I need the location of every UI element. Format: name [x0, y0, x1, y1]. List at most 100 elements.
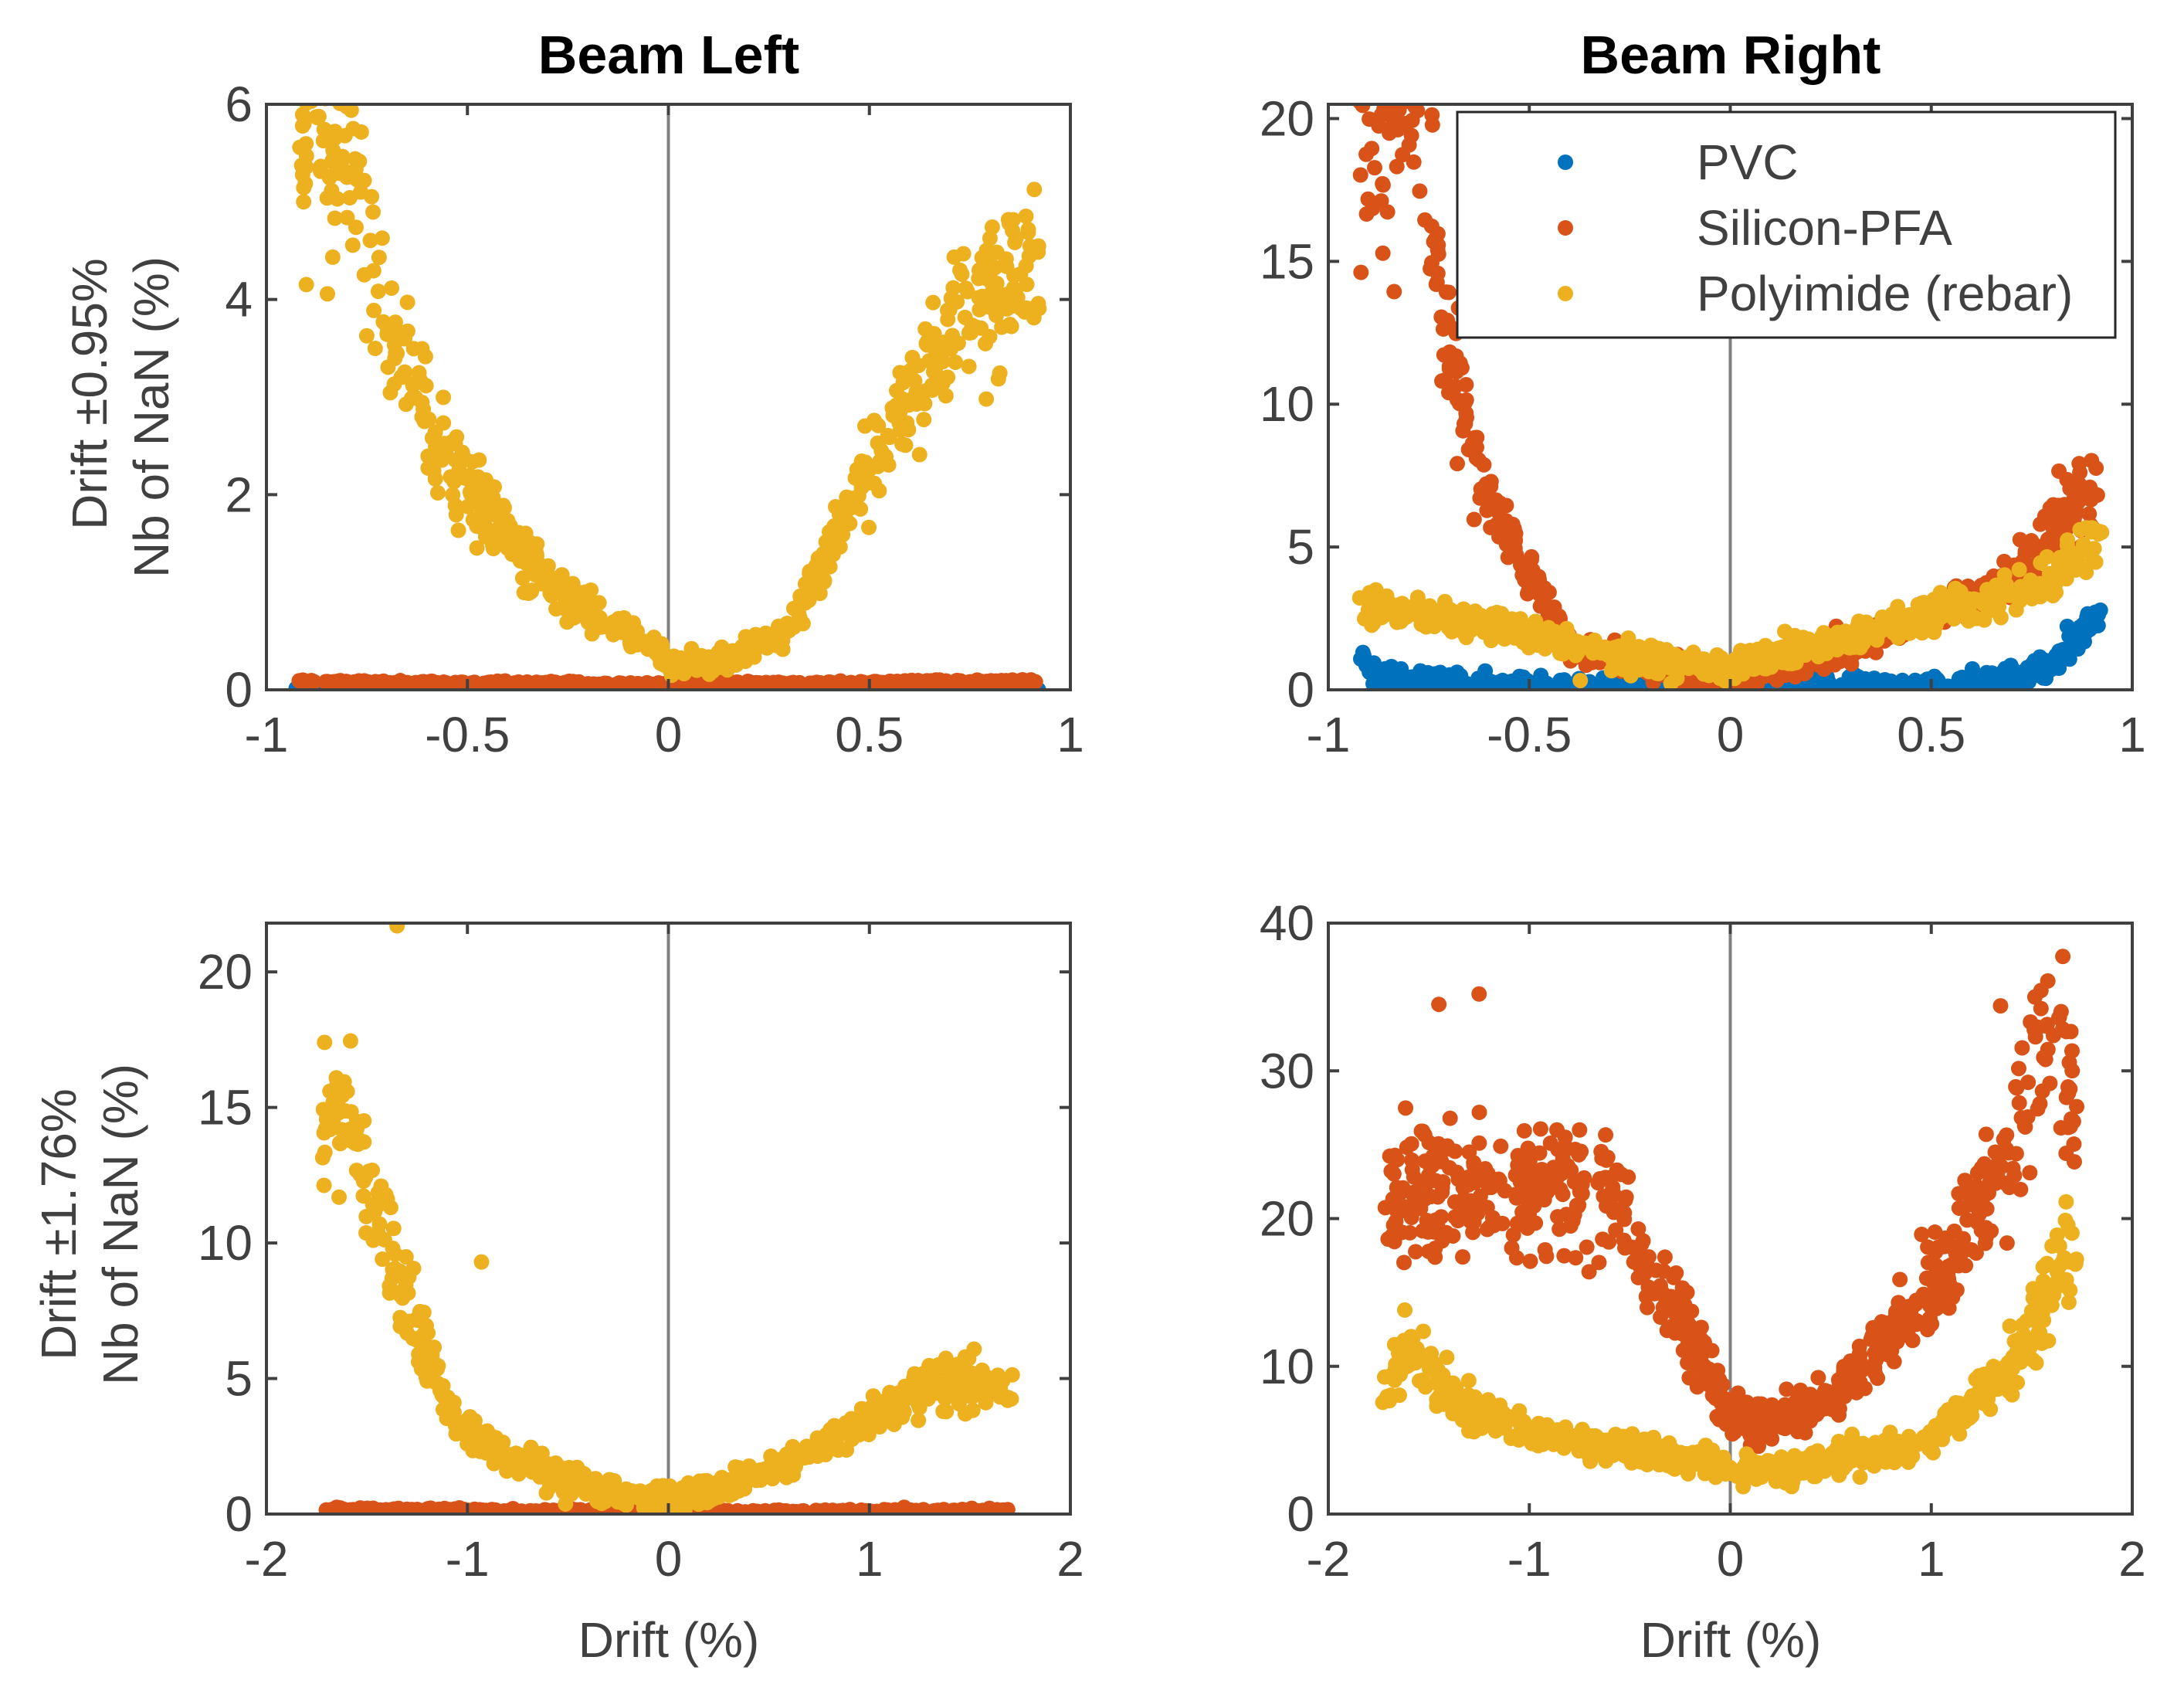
data-point — [358, 328, 375, 344]
data-point — [960, 1382, 976, 1398]
data-point — [770, 636, 786, 652]
data-point — [1389, 158, 1405, 175]
data-point — [324, 1501, 341, 1514]
data-point — [2012, 590, 2028, 606]
data-point — [364, 1163, 380, 1179]
data-point — [919, 674, 935, 690]
data-point — [298, 136, 314, 152]
data-point — [1360, 191, 1376, 207]
data-point — [880, 457, 897, 473]
data-point — [1663, 675, 1679, 690]
data-point — [566, 675, 582, 690]
data-point — [1749, 676, 1765, 690]
data-point — [2011, 562, 2027, 578]
data-point — [436, 389, 452, 406]
data-point — [1399, 682, 1415, 690]
data-point — [1425, 615, 1441, 631]
data-point — [508, 548, 524, 564]
data-point — [1500, 549, 1516, 565]
data-point — [1005, 212, 1021, 228]
data-point — [939, 674, 955, 690]
data-point — [475, 1431, 491, 1448]
data-point — [341, 1502, 357, 1514]
data-point — [1404, 599, 1420, 616]
data-point — [469, 474, 485, 490]
data-point — [998, 251, 1014, 267]
data-point — [917, 396, 933, 412]
data-point — [578, 584, 594, 600]
data-point — [1483, 519, 1499, 535]
y-tick-label: 2 — [225, 467, 253, 522]
data-point — [1782, 630, 1799, 646]
data-point — [448, 507, 464, 523]
data-point — [1378, 47, 1393, 63]
data-point — [854, 1411, 870, 1427]
data-point — [315, 133, 331, 149]
data-point — [1839, 682, 1855, 690]
legend-entry: PVC — [1697, 134, 1799, 190]
data-point — [2081, 506, 2098, 522]
data-point — [466, 1413, 483, 1429]
data-point — [317, 1144, 333, 1160]
data-point — [408, 674, 424, 690]
data-point — [1401, 39, 1416, 54]
y-tick-label: 20 — [1260, 90, 1314, 146]
data-point — [370, 1224, 386, 1241]
data-point — [1734, 656, 1750, 672]
data-points — [1351, 37, 2110, 690]
data-point — [534, 1445, 550, 1462]
data-point — [917, 321, 934, 337]
data-point — [609, 1494, 626, 1510]
data-point — [2064, 1043, 2080, 1059]
data-point — [892, 365, 908, 381]
data-point — [1449, 456, 1465, 472]
data-point — [1722, 670, 1738, 686]
data-point — [1524, 548, 1540, 565]
data-point — [327, 124, 343, 140]
data-point — [1669, 663, 1685, 679]
data-point — [992, 365, 1008, 381]
data-point — [304, 104, 319, 109]
data-point — [839, 489, 855, 505]
data-point — [1406, 154, 1422, 170]
data-points — [1375, 949, 2085, 1495]
data-point — [890, 1398, 907, 1414]
data-point — [688, 1487, 704, 1503]
data-point — [925, 294, 941, 311]
data-point — [1856, 682, 1872, 690]
data-point — [374, 230, 390, 246]
data-point — [362, 233, 378, 249]
data-point — [1471, 1104, 1487, 1120]
data-point — [2069, 1098, 2085, 1115]
data-point — [958, 280, 974, 297]
panel-title: Beam Left — [538, 25, 799, 85]
data-point — [370, 283, 386, 300]
data-point — [1959, 682, 1975, 690]
x-tick-label: -1 — [1307, 707, 1351, 762]
data-point — [964, 317, 980, 334]
data-point — [893, 416, 909, 432]
data-point — [984, 673, 1000, 689]
data-point — [368, 674, 384, 690]
data-point — [471, 452, 487, 468]
data-point — [399, 294, 415, 311]
data-point — [771, 1502, 787, 1514]
data-point — [810, 550, 826, 566]
data-point — [2060, 532, 2076, 548]
data-point — [343, 76, 358, 91]
data-point — [1959, 1212, 1975, 1228]
data-point — [1983, 594, 1999, 610]
data-point — [469, 540, 485, 556]
x-tick-label: 1 — [856, 1531, 883, 1587]
data-point — [869, 1412, 885, 1428]
data-point — [1460, 607, 1476, 623]
data-point — [2060, 497, 2077, 513]
data-point — [444, 1407, 460, 1423]
data-point — [2065, 640, 2081, 656]
data-point — [809, 674, 825, 690]
data-point — [306, 85, 321, 100]
data-point — [886, 1416, 902, 1432]
data-point — [940, 302, 956, 318]
data-point — [1537, 1242, 1553, 1258]
data-point — [1396, 37, 1412, 53]
